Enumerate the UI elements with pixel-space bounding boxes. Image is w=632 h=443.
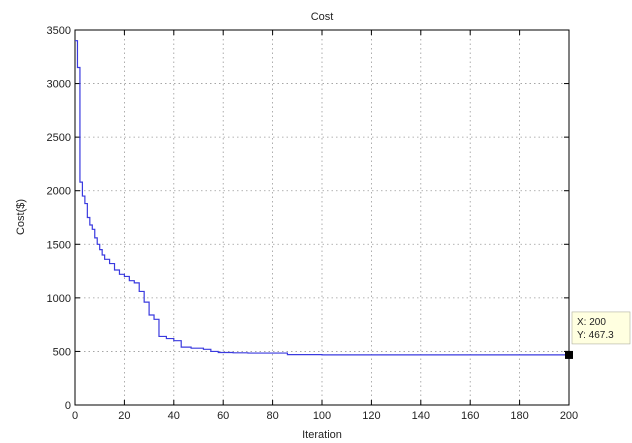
y-tick-label: 1000: [47, 293, 71, 305]
x-tick-label: 160: [461, 410, 479, 422]
x-tick-label: 20: [118, 410, 130, 422]
x-axis: 0 20 40 60 80 100 120 140 160 180 200: [72, 30, 578, 422]
x-tick-label: 60: [217, 410, 229, 422]
x-tick-label: 140: [412, 410, 430, 422]
plot-area: [74, 29, 570, 406]
y-tick-label: 2000: [47, 186, 71, 198]
x-tick-label: 80: [266, 410, 278, 422]
y-tick-label: 500: [53, 346, 71, 358]
x-tick-label: 100: [313, 410, 331, 422]
cost-series-line: [75, 40, 570, 356]
y-axis-title: Cost($): [15, 199, 27, 235]
datatip-marker[interactable]: [565, 350, 573, 359]
datatip-box: X: 200 Y: 467.3: [571, 311, 631, 345]
datatip-x-label: X: 200: [577, 317, 606, 328]
datatip-background: [571, 311, 631, 345]
x-tick-label: 40: [168, 410, 180, 422]
y-tick-label: 3000: [47, 79, 71, 91]
grid-lines: [75, 30, 569, 405]
y-axis: 0 500 1000 1500 2000 2500 3000 3500: [47, 25, 569, 412]
y-tick-label: 1500: [47, 239, 71, 251]
x-tick-label: 0: [72, 410, 78, 422]
x-tick-label: 180: [510, 410, 528, 422]
y-tick-label: 3500: [47, 25, 71, 37]
y-tick-label: 0: [65, 400, 71, 412]
x-tick-label: 200: [560, 410, 578, 422]
x-tick-label: 120: [362, 410, 380, 422]
datatip-y-label: Y: 467.3: [577, 330, 614, 341]
y-tick-label: 2500: [47, 132, 71, 144]
x-axis-title: Iteration: [302, 429, 342, 441]
chart-title: Cost: [311, 11, 334, 23]
